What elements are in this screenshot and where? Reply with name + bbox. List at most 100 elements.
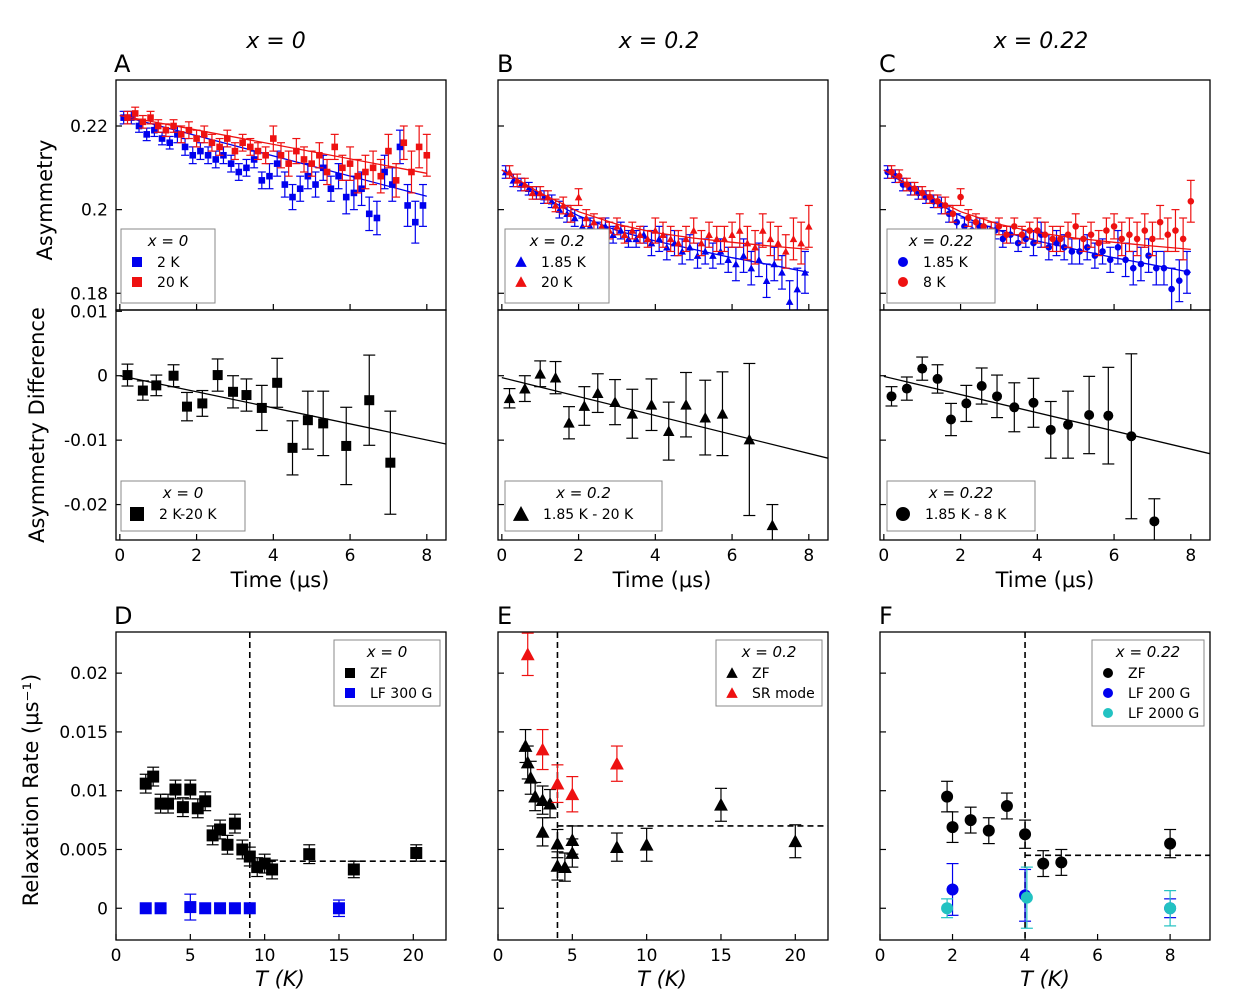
fit-line-1.85-k---20-k <box>501 376 828 459</box>
data-point <box>135 122 143 130</box>
data-point <box>895 172 903 180</box>
data-point <box>582 214 591 222</box>
data-point <box>689 226 698 234</box>
data-point <box>535 742 550 756</box>
data-point <box>228 817 241 830</box>
data-point <box>544 193 552 201</box>
x-tick-label: 0 <box>111 946 122 966</box>
data-point <box>323 168 331 176</box>
data-point <box>666 235 675 243</box>
data-point <box>735 226 744 234</box>
data-point <box>724 256 733 264</box>
data-point <box>181 401 192 412</box>
x-tick-label: 20 <box>784 946 806 966</box>
data-point <box>1003 231 1010 239</box>
data-point <box>312 181 319 188</box>
data-point <box>365 210 373 218</box>
data-point <box>289 193 296 201</box>
axes-frame <box>115 631 447 941</box>
data-point <box>377 172 385 180</box>
data-point <box>273 160 281 167</box>
data-point <box>199 902 212 915</box>
data-point <box>1068 248 1076 255</box>
data-point <box>243 164 250 172</box>
data-point <box>404 202 411 209</box>
data-point <box>347 863 360 876</box>
legend-box <box>504 480 663 532</box>
data-point <box>999 235 1007 243</box>
data-point <box>385 147 392 155</box>
y-tick-label: 0 <box>97 899 108 919</box>
data-point <box>346 160 354 167</box>
y-tick-label: -0.01 <box>64 431 108 451</box>
data-point <box>592 387 604 398</box>
data-point <box>1141 227 1149 234</box>
x-tick-label: 6 <box>1092 946 1103 966</box>
y-tick-label: 0.015 <box>59 723 108 743</box>
x-axis-label-temp-1: T (K) <box>255 967 305 991</box>
data-point <box>505 168 514 176</box>
legend: x = 0 2 K-20 K <box>120 480 246 532</box>
legend-label: ZF <box>370 666 388 682</box>
panel-c: x = 0.22 1.85 K 8 K <box>879 79 1211 311</box>
data-point <box>154 122 162 130</box>
panel-b: x = 0.2 1.85 K 20 K <box>497 79 829 311</box>
data-point <box>1103 227 1110 234</box>
data-point <box>193 135 200 142</box>
y-tick-label: 0.005 <box>59 840 108 860</box>
x-tick-label: 8 <box>1165 946 1176 966</box>
data-point <box>1106 256 1114 264</box>
x-tick-label: 15 <box>328 946 350 966</box>
data-point <box>262 151 269 159</box>
fit-line-1.85-k---8-k <box>883 375 1210 455</box>
data-layer <box>883 165 1195 310</box>
data-point <box>1037 857 1050 870</box>
data-point <box>574 193 583 201</box>
data-point <box>332 902 345 915</box>
data-point <box>551 201 560 209</box>
x-tick-label: 0 <box>493 946 504 966</box>
data-point <box>528 189 537 197</box>
legend: x = 0 ZF LF 300 G <box>333 639 441 707</box>
data-point <box>524 184 533 192</box>
data-point <box>1122 256 1129 264</box>
data-point <box>177 131 185 138</box>
x-tick-label: 2 <box>573 546 584 566</box>
y-axis-label-rate: Relaxation Rate (μs⁻¹) <box>19 674 43 907</box>
data-point <box>926 193 934 201</box>
data-point <box>151 380 162 391</box>
data-point <box>139 902 152 915</box>
data-point <box>147 114 154 121</box>
data-point <box>886 391 897 402</box>
data-layer <box>119 106 431 244</box>
x-tick-label: 10 <box>636 946 658 966</box>
data-point <box>266 863 279 876</box>
data-point <box>176 801 189 814</box>
data-point <box>373 214 381 222</box>
legend-label: 8 K <box>923 275 946 291</box>
x-axis-label-temp-2: T (K) <box>637 967 687 991</box>
data-point <box>388 181 396 188</box>
legend-label: ZF <box>1128 666 1146 682</box>
data-point <box>212 370 223 381</box>
y-tick-label: 0.18 <box>70 284 108 304</box>
data-point <box>408 168 415 176</box>
x-tick-label: 8 <box>421 546 432 566</box>
legend-title: x = 0.22 <box>928 484 993 502</box>
data-point <box>243 902 256 915</box>
data-point <box>212 156 220 163</box>
data-point <box>1095 239 1103 247</box>
data-point <box>139 118 147 126</box>
data-point <box>946 883 959 896</box>
data-point <box>1049 235 1056 243</box>
data-point <box>651 226 660 234</box>
data-point <box>636 230 644 238</box>
data-point <box>982 824 995 837</box>
data-point <box>1018 231 1026 239</box>
legend: x = 0.2 1.85 K 20 K <box>504 228 610 304</box>
data-point <box>281 181 289 188</box>
column-title-3: x = 0.22 <box>993 29 1088 54</box>
legend-marker <box>515 256 527 267</box>
data-point <box>521 180 529 188</box>
data-point <box>184 783 197 796</box>
